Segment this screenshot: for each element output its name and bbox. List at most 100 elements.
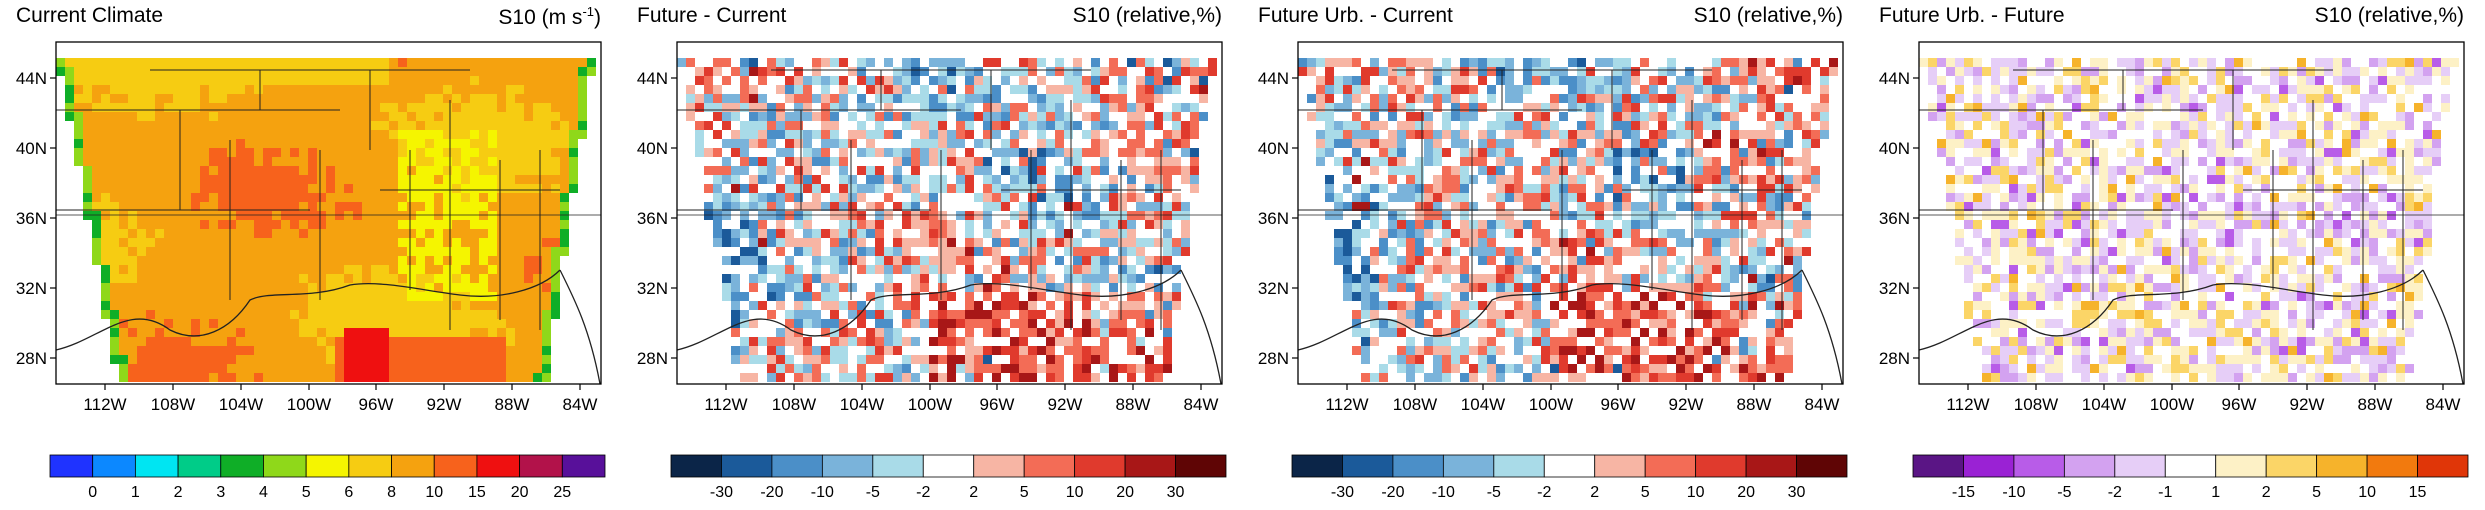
field-cell — [1649, 94, 1658, 103]
colorbar-label: 0 — [88, 484, 97, 501]
field-cell — [1082, 364, 1091, 373]
field-cell — [731, 148, 740, 157]
field-cell — [731, 193, 740, 202]
field-cell — [1028, 220, 1037, 229]
field-cell — [1775, 67, 1784, 76]
field-cell — [938, 292, 947, 301]
field-cell — [290, 265, 299, 274]
field-cell — [1406, 121, 1415, 130]
field-cell — [1190, 166, 1199, 175]
field-cell — [1145, 355, 1154, 364]
field-cell — [452, 229, 461, 238]
field-cell — [821, 319, 830, 328]
field-cell — [1127, 337, 1136, 346]
field-cell — [407, 355, 416, 364]
field-cell — [1019, 373, 1028, 382]
field-cell — [1082, 373, 1091, 382]
field-cell — [92, 103, 101, 112]
field-cell — [1433, 355, 1442, 364]
field-cell — [848, 211, 857, 220]
field-cell — [1082, 166, 1091, 175]
field-cell — [1442, 265, 1451, 274]
field-cell — [155, 265, 164, 274]
field-cell — [209, 292, 218, 301]
field-cell — [119, 148, 128, 157]
field-cell — [281, 229, 290, 238]
field-cell — [965, 121, 974, 130]
field-cell — [263, 76, 272, 85]
field-cell — [821, 76, 830, 85]
field-cell — [1676, 301, 1685, 310]
field-cell — [191, 292, 200, 301]
field-cell — [1739, 193, 1748, 202]
lon-tick-label: 92W — [1669, 395, 1704, 414]
field-cell — [1343, 274, 1352, 283]
field-cell — [1136, 112, 1145, 121]
field-cell — [1163, 139, 1172, 148]
field-cell — [1685, 85, 1694, 94]
field-cell — [875, 184, 884, 193]
field-cell — [830, 139, 839, 148]
field-cell — [344, 175, 353, 184]
field-cell — [1370, 67, 1379, 76]
field-cell — [353, 373, 362, 382]
field-cell — [731, 139, 740, 148]
field-cell — [353, 301, 362, 310]
field-cell — [911, 148, 920, 157]
field-cell — [551, 283, 560, 292]
field-cell — [1181, 229, 1190, 238]
field-cell — [434, 58, 443, 67]
field-cell — [326, 157, 335, 166]
field-cell — [1667, 94, 1676, 103]
field-cell — [506, 364, 515, 373]
field-cell — [434, 202, 443, 211]
field-cell — [452, 184, 461, 193]
field-cell — [1802, 166, 1811, 175]
field-cell — [1595, 256, 1604, 265]
field-cell — [776, 337, 785, 346]
field-cell — [290, 364, 299, 373]
field-cell — [1361, 283, 1370, 292]
field-cell — [173, 346, 182, 355]
field-cell — [1055, 85, 1064, 94]
field-cell — [875, 94, 884, 103]
field-cell — [1181, 175, 1190, 184]
field-cell — [317, 310, 326, 319]
field-cell — [470, 274, 479, 283]
field-cell — [362, 256, 371, 265]
field-cell — [1073, 256, 1082, 265]
lon-tick-label: 100W — [908, 395, 952, 414]
field-cell — [857, 103, 866, 112]
field-cell — [947, 238, 956, 247]
field-cell — [425, 229, 434, 238]
field-cell — [821, 283, 830, 292]
field-cell — [425, 274, 434, 283]
field-cell — [146, 247, 155, 256]
field-cell — [1028, 67, 1037, 76]
field-cell — [371, 373, 380, 382]
field-cell — [794, 103, 803, 112]
field-cell — [1019, 247, 1028, 256]
field-cell — [1523, 319, 1532, 328]
field-cell — [1604, 85, 1613, 94]
field-cell — [695, 121, 704, 130]
field-cell — [1334, 193, 1343, 202]
field-cell — [1055, 238, 1064, 247]
field-cell — [488, 139, 497, 148]
field-cell — [704, 85, 713, 94]
field-cell — [1775, 220, 1784, 229]
field-cell — [443, 355, 452, 364]
field-cell — [551, 265, 560, 274]
field-cell — [1766, 292, 1775, 301]
field-cell — [1145, 283, 1154, 292]
field-cell — [902, 256, 911, 265]
field-cell — [848, 256, 857, 265]
field-cell — [542, 85, 551, 94]
field-cell — [1757, 157, 1766, 166]
field-cell — [1523, 220, 1532, 229]
field-cell — [1451, 103, 1460, 112]
field-cell — [794, 265, 803, 274]
field-cell — [551, 148, 560, 157]
field-cell — [560, 193, 569, 202]
field-cell — [857, 193, 866, 202]
